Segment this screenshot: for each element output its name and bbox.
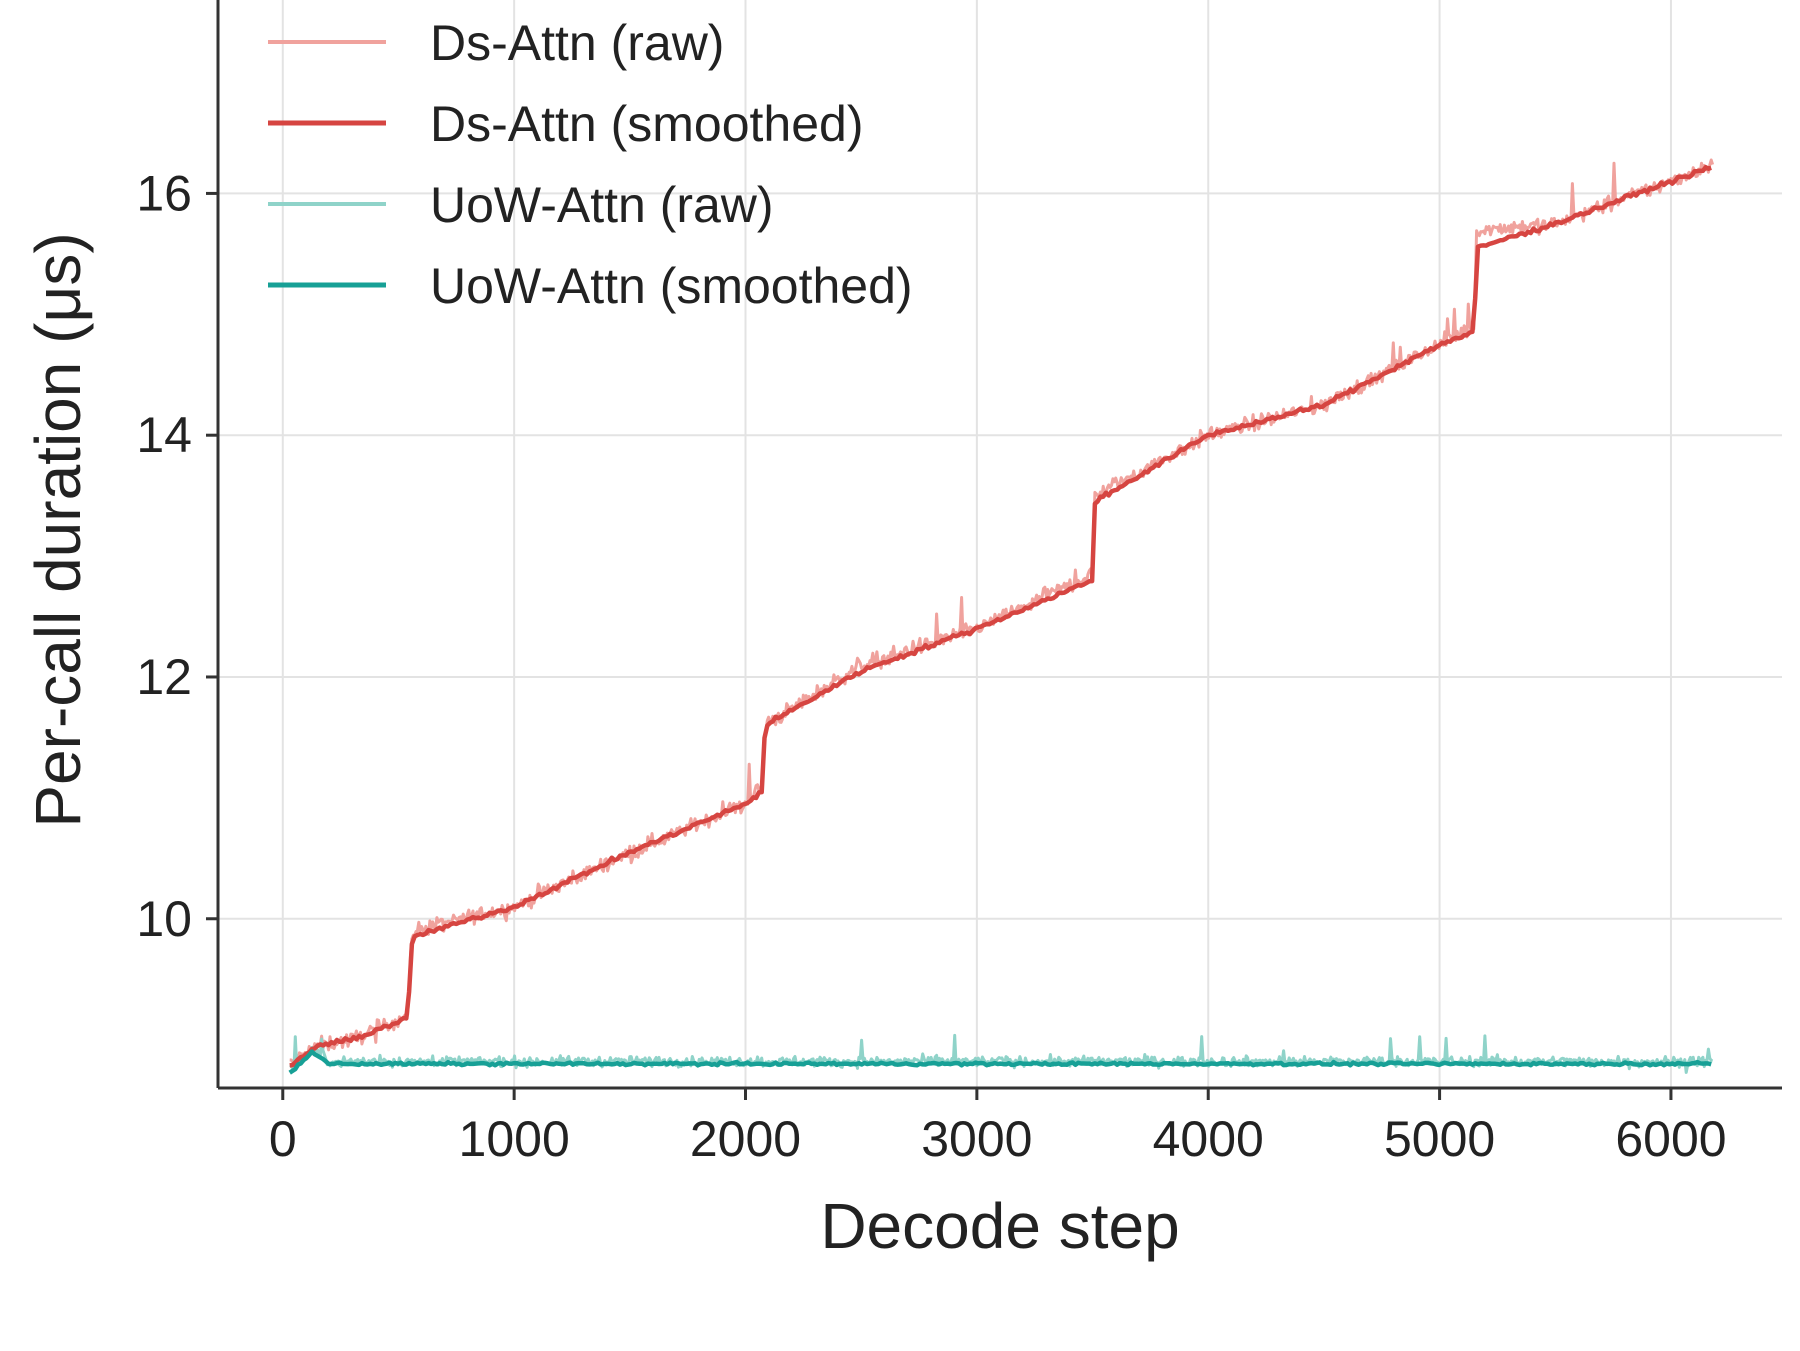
legend-label: Ds-Attn (raw) [430,15,724,71]
x-tick-label: 3000 [921,1111,1032,1167]
y-tick-label: 12 [136,649,192,705]
x-tick-label: 2000 [690,1111,801,1167]
x-tick-label: 4000 [1153,1111,1264,1167]
x-tick-label: 6000 [1615,1111,1726,1167]
x-tick-label: 5000 [1384,1111,1495,1167]
y-tick-label: 16 [136,165,192,221]
legend-label: Ds-Attn (smoothed) [430,96,863,152]
y-tick-label: 14 [136,407,192,463]
series-layer [288,158,1715,1075]
grid [218,0,1782,1088]
y-axis-title: Per-call duration (μs) [22,232,94,827]
x-tick-label: 0 [269,1111,297,1167]
tick-labels: 0 1000 2000 3000 4000 5000 6000 10 12 14 16 [136,165,1726,1167]
series-line-3 [288,1049,1712,1075]
axes [216,0,1782,1090]
series-line-2 [289,1033,1714,1074]
legend: Ds-Attn (raw) Ds-Attn (smoothed) UoW-Attn … [268,15,913,314]
y-tick-label: 10 [136,891,192,947]
series-line-1 [289,164,1712,1068]
legend-label: UoW-Attn (smoothed) [430,258,913,314]
x-tick-label: 1000 [459,1111,570,1167]
x-axis-title: Decode step [820,1190,1179,1262]
legend-label: UoW-Attn (raw) [430,177,774,233]
